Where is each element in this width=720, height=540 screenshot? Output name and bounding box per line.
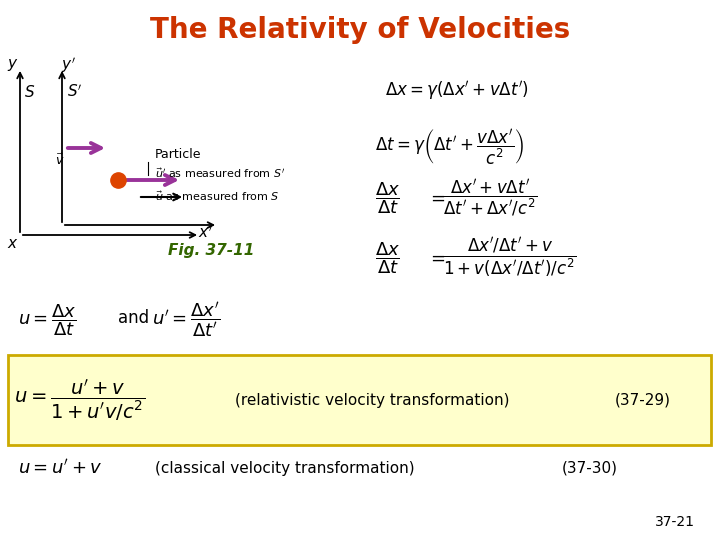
Text: $\vec{u}$ as measured from $S$: $\vec{u}$ as measured from $S$: [155, 189, 279, 203]
Text: $\dfrac{\Delta x}{\Delta t}$: $\dfrac{\Delta x}{\Delta t}$: [375, 180, 400, 216]
Text: $\dfrac{\Delta x' + v\Delta t'}{\Delta t' + \Delta x'/c^2}$: $\dfrac{\Delta x' + v\Delta t'}{\Delta t…: [443, 177, 537, 219]
Bar: [8, 355, 711, 445]
Text: $=$: $=$: [427, 189, 446, 207]
Text: $u = \dfrac{u'+v}{1+u'v/c^2}$: $u = \dfrac{u'+v}{1+u'v/c^2}$: [14, 377, 145, 423]
Text: (37-29): (37-29): [615, 393, 671, 408]
Text: The Relativity of Velocities: The Relativity of Velocities: [150, 16, 570, 44]
Text: $S'$: $S'$: [67, 84, 83, 100]
Text: (37-30): (37-30): [562, 461, 618, 476]
Text: $u = u'+v$: $u = u'+v$: [18, 458, 103, 477]
Text: (classical velocity transformation): (classical velocity transformation): [155, 461, 415, 476]
Text: (relativistic velocity transformation): (relativistic velocity transformation): [235, 393, 510, 408]
Text: $\Delta x = \gamma\left(\Delta x' + v\Delta t'\right)$: $\Delta x = \gamma\left(\Delta x' + v\De…: [385, 78, 528, 102]
Text: $\Delta t = \gamma\left(\Delta t' + \dfrac{v\Delta x'}{c^2}\right)$: $\Delta t = \gamma\left(\Delta t' + \dfr…: [375, 128, 524, 168]
Text: $u = \dfrac{\Delta x}{\Delta t}$: $u = \dfrac{\Delta x}{\Delta t}$: [18, 302, 76, 338]
Text: $x'$: $x'$: [197, 225, 212, 241]
Text: $y$: $y$: [7, 57, 19, 73]
Text: $S$: $S$: [24, 84, 35, 100]
Text: $\dfrac{\Delta x'/\Delta t' + v}{1 + v\left(\Delta x'/\Delta t'\right)/c^2}$: $\dfrac{\Delta x'/\Delta t' + v}{1 + v\l…: [443, 236, 577, 280]
Text: $u' = \dfrac{\Delta x'}{\Delta t'}$: $u' = \dfrac{\Delta x'}{\Delta t'}$: [152, 301, 220, 339]
Text: $=$: $=$: [427, 249, 446, 267]
Text: $x$: $x$: [7, 235, 19, 251]
Text: Fig. 37-11: Fig. 37-11: [168, 242, 254, 258]
Text: $\vec{u}'$ as measured from $S'$: $\vec{u}'$ as measured from $S'$: [155, 166, 285, 180]
Text: $y'$: $y'$: [60, 55, 76, 75]
Text: $\vec{v}$: $\vec{v}$: [55, 152, 65, 167]
Text: $\dfrac{\Delta x}{\Delta t}$: $\dfrac{\Delta x}{\Delta t}$: [375, 240, 400, 276]
Text: 37-21: 37-21: [655, 515, 695, 529]
Text: Particle: Particle: [155, 148, 202, 161]
Text: and: and: [118, 309, 149, 327]
